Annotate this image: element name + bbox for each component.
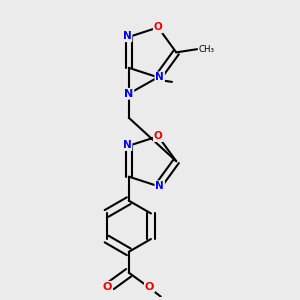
Text: N: N [123, 31, 131, 41]
Text: O: O [154, 131, 163, 141]
Text: O: O [154, 22, 163, 32]
Text: N: N [123, 140, 131, 150]
Text: N: N [155, 72, 164, 82]
Text: N: N [155, 181, 164, 191]
Text: O: O [145, 282, 154, 292]
Text: N: N [124, 89, 134, 99]
Text: O: O [103, 282, 112, 292]
Text: CH₃: CH₃ [198, 45, 214, 54]
